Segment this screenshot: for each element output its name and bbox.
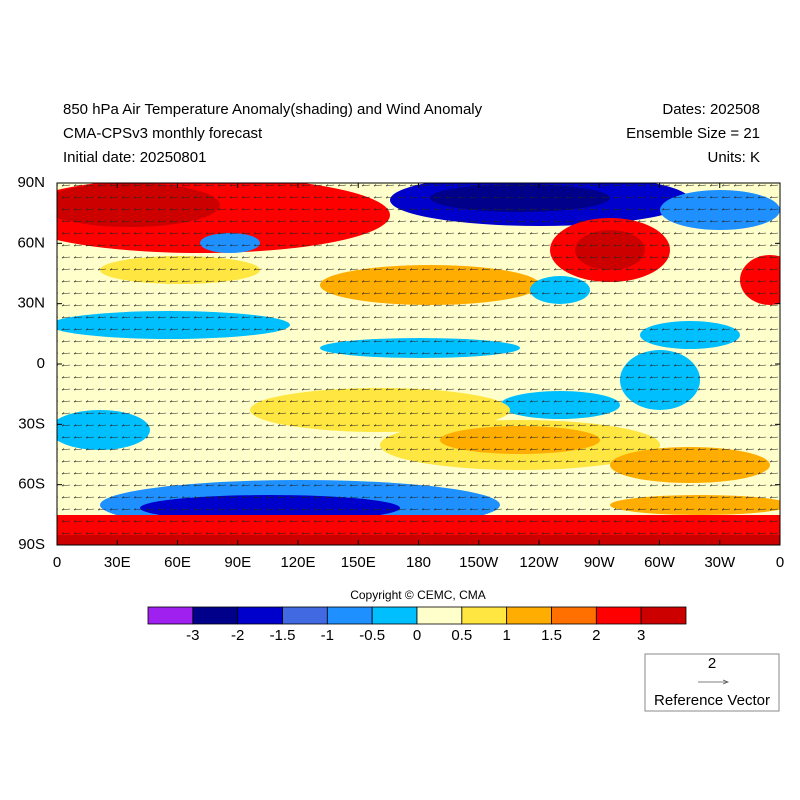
info-line: Ensemble Size = 21 — [626, 125, 760, 142]
color-box — [461, 606, 508, 625]
colorbar-label: 2 — [592, 627, 600, 644]
lon-label: 180 — [406, 554, 431, 571]
lat-label: 0 — [37, 355, 45, 372]
lat-label: 60N — [17, 234, 45, 251]
title-line: Initial date: 20250801 — [63, 149, 206, 166]
info-line: Units: K — [707, 149, 760, 166]
lon-label: 30W — [704, 554, 736, 571]
info-line: Dates: 202508 — [662, 101, 760, 118]
lon-label: 0 — [53, 554, 61, 571]
lon-label: 150E — [341, 554, 376, 571]
lat-label: 90S — [18, 536, 45, 553]
map-axes: 0 30E 60E 90E 120E 150E 180 150W 120W 90W 60W 30W 09… — [17, 174, 784, 571]
lat-label: 90N — [17, 174, 45, 191]
lat-label: 30S — [18, 415, 45, 432]
reference-value: 2 — [708, 655, 716, 672]
reference-label: Reference Vector — [654, 692, 770, 709]
lon-label: 0 — [776, 554, 784, 571]
colorbar-label: -2 — [231, 627, 244, 644]
colorbar-label: 0 — [413, 627, 421, 644]
title-line: CMA-CPSv3 monthly forecast — [63, 125, 263, 142]
color-box — [595, 606, 642, 625]
title-line: 850 hPa Air Temperature Anomaly(shading)… — [63, 101, 483, 118]
map-shading — [57, 183, 780, 545]
colorbar-label: 3 — [637, 627, 645, 644]
header: 850 hPa Air Temperature Anomaly(shading)… — [63, 101, 760, 166]
lon-label: 90W — [584, 554, 616, 571]
color-box — [416, 606, 463, 625]
color-box — [147, 606, 194, 625]
colorbar-label: -0.5 — [359, 627, 385, 644]
lon-label: 90E — [224, 554, 251, 571]
colorbar-label: 1 — [502, 627, 510, 644]
color-box — [237, 606, 283, 625]
color-box — [371, 606, 418, 625]
lon-label: 60E — [164, 554, 191, 571]
color-box — [551, 606, 597, 625]
color-box — [640, 606, 687, 625]
colorbar-label: 1.5 — [541, 627, 562, 644]
lon-label: 150W — [459, 554, 499, 571]
lon-label: 30E — [104, 554, 131, 571]
lat-label: 30N — [17, 295, 45, 312]
colorbar-label: -1.5 — [270, 627, 296, 644]
copyright: Copyright © CEMC, CMA — [350, 588, 486, 602]
lon-label: 120E — [280, 554, 315, 571]
lat-label: 60S — [18, 476, 45, 493]
color-box — [282, 606, 328, 625]
reference-arrowhead — [722, 679, 730, 685]
reference-box — [644, 653, 780, 712]
color-box — [192, 606, 239, 625]
lon-label: 60W — [644, 554, 676, 571]
colorbar-label: -3 — [186, 627, 199, 644]
lon-label: 120W — [519, 554, 559, 571]
colorbar: -3 -2 -1.5 -1 -0.5 0 0.5 1 1.5 2 3 — [147, 606, 687, 644]
color-box — [506, 606, 552, 625]
colorbar-label: -1 — [321, 627, 334, 644]
color-box — [326, 606, 373, 625]
colorbar-label: 0.5 — [451, 627, 472, 644]
